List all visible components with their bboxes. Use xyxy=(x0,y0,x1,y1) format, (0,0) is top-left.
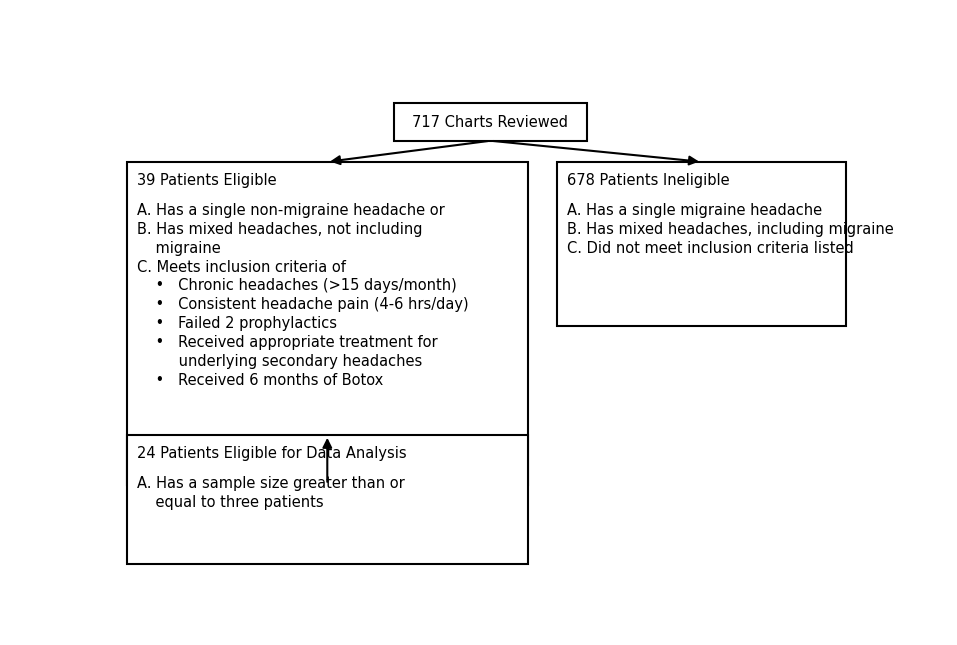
Text: A. Has a sample size greater than or: A. Has a sample size greater than or xyxy=(137,476,405,491)
Text: •   Failed 2 prophylactics: • Failed 2 prophylactics xyxy=(137,316,337,331)
Text: C. Meets inclusion criteria of: C. Meets inclusion criteria of xyxy=(137,259,345,275)
Text: 39 Patients Eligible: 39 Patients Eligible xyxy=(137,173,277,188)
Text: •   Consistent headache pain (4-6 hrs/day): • Consistent headache pain (4-6 hrs/day) xyxy=(137,297,468,312)
Text: underlying secondary headaches: underlying secondary headaches xyxy=(137,354,422,369)
Text: equal to three patients: equal to three patients xyxy=(137,495,323,510)
Bar xyxy=(127,162,527,484)
Text: •   Received 6 months of Botox: • Received 6 months of Botox xyxy=(137,373,383,388)
Bar xyxy=(394,103,587,141)
Text: A. Has a single migraine headache: A. Has a single migraine headache xyxy=(567,203,822,218)
Bar xyxy=(557,162,847,326)
Bar xyxy=(127,435,527,564)
Text: •   Chronic headaches (>15 days/month): • Chronic headaches (>15 days/month) xyxy=(137,279,456,293)
Text: C. Did not meet inclusion criteria listed: C. Did not meet inclusion criteria liste… xyxy=(567,241,854,255)
Text: •   Received appropriate treatment for: • Received appropriate treatment for xyxy=(137,335,437,350)
Text: 24 Patients Eligible for Data Analysis: 24 Patients Eligible for Data Analysis xyxy=(137,446,407,461)
Text: A. Has a single non-migraine headache or: A. Has a single non-migraine headache or xyxy=(137,203,444,218)
Text: migraine: migraine xyxy=(137,241,220,255)
Text: B. Has mixed headaches, not including: B. Has mixed headaches, not including xyxy=(137,222,422,237)
Text: 678 Patients Ineligible: 678 Patients Ineligible xyxy=(567,173,729,188)
Text: B. Has mixed headaches, including migraine: B. Has mixed headaches, including migrai… xyxy=(567,222,894,237)
Text: 717 Charts Reviewed: 717 Charts Reviewed xyxy=(412,115,568,130)
